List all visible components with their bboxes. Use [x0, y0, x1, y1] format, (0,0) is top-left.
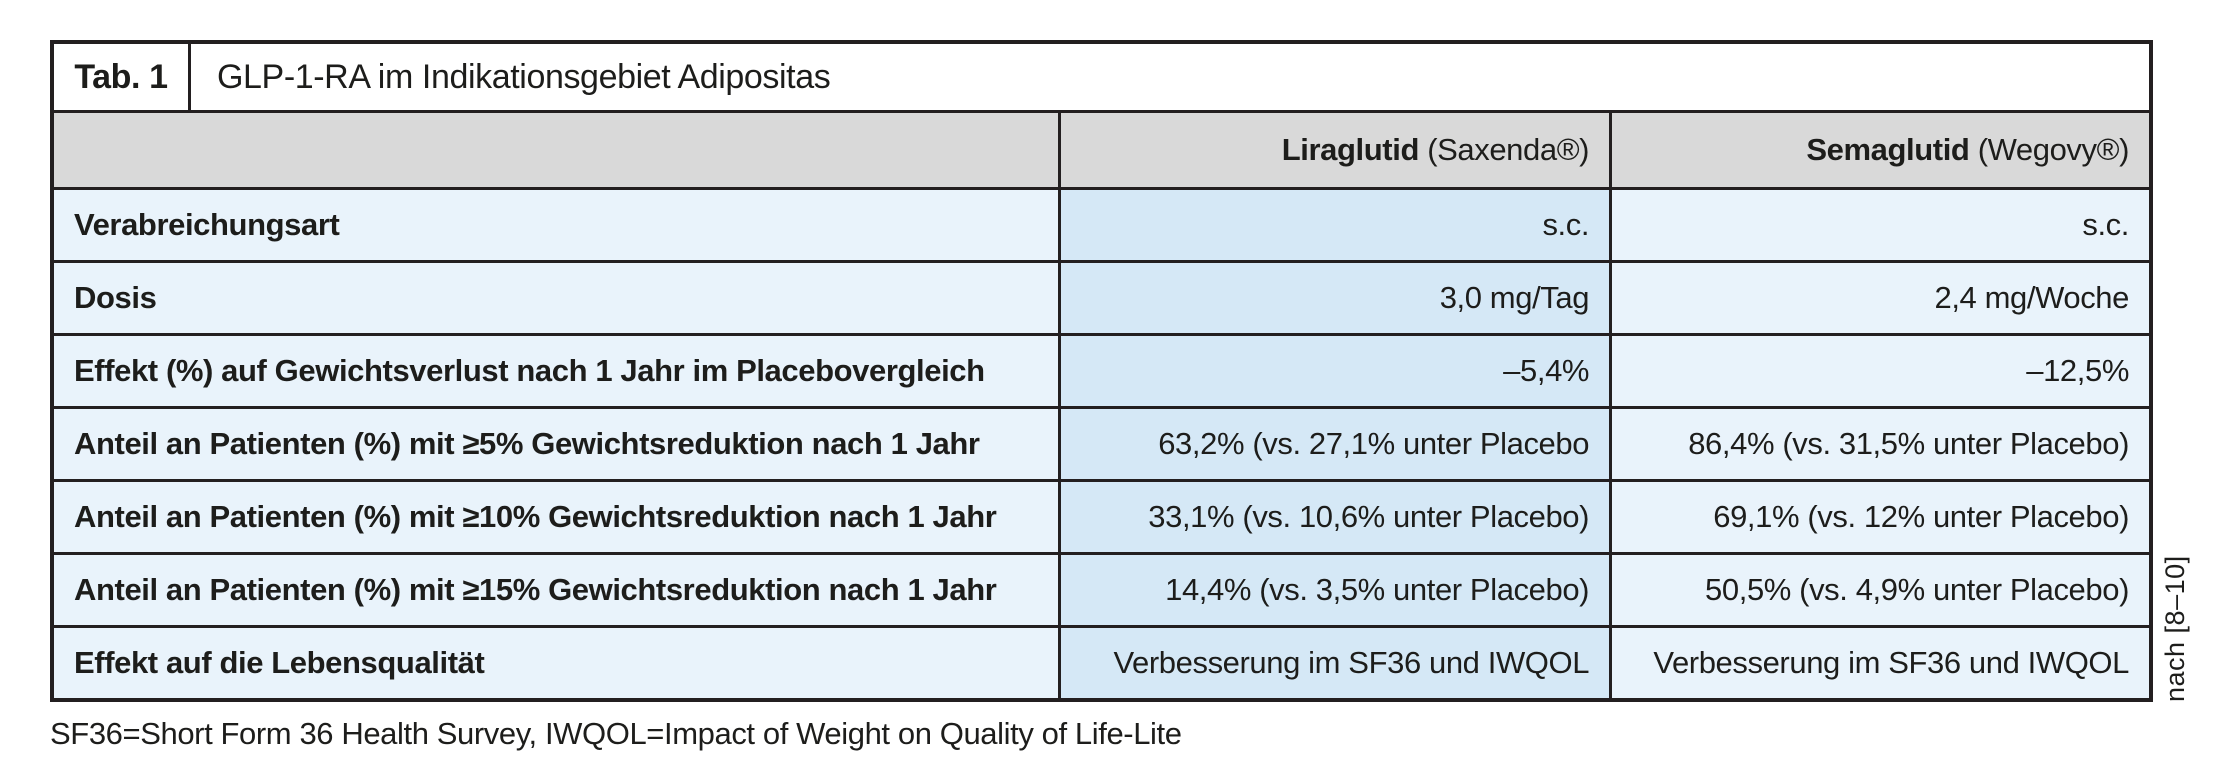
row-label: Dosis [52, 260, 1062, 336]
liraglutid-value: 14,4% (vs. 3,5% unter Placebo) [1058, 552, 1613, 628]
table-title: GLP-1-RA im Indikationsgebiet Adipositas [217, 57, 831, 96]
liraglutid-value: –5,4% [1058, 333, 1613, 409]
semaglutid-value: –12,5% [1609, 333, 2151, 409]
drug-name-liraglutid: Liraglutid [1281, 132, 1420, 167]
table-row: Anteil an Patienten (%) mit ≥10% Gewicht… [52, 479, 2151, 555]
table-row: Dosis 3,0 mg/Tag 2,4 mg/Woche [52, 260, 2151, 336]
row-label: Anteil an Patienten (%) mit ≥5% Gewichts… [52, 406, 1062, 482]
semaglutid-value: Verbesserung im SF36 und IWQOL [1609, 625, 2151, 700]
table-title-row: Tab. 1 GLP-1-RA im Indikationsgebiet Adi… [54, 44, 2149, 113]
row-label: Verabreichungsart [52, 187, 1062, 263]
liraglutid-value: 3,0 mg/Tag [1058, 260, 1613, 336]
table-tag: Tab. 1 [54, 44, 191, 110]
row-label: Effekt (%) auf Gewichtsverlust nach 1 Ja… [52, 333, 1062, 409]
semaglutid-value: 2,4 mg/Woche [1609, 260, 2151, 336]
row-label: Effekt auf die Lebensqualität [52, 625, 1062, 700]
table-row: Anteil an Patienten (%) mit ≥15% Gewicht… [52, 552, 2151, 628]
brand-name-wegovy: (Wegovy®) [1977, 132, 2130, 167]
table-1-frame: Tab. 1 GLP-1-RA im Indikationsgebiet Adi… [50, 40, 2153, 702]
row-label: Anteil an Patienten (%) mit ≥15% Gewicht… [52, 552, 1062, 628]
liraglutid-value: 63,2% (vs. 27,1% unter Placebo [1058, 406, 1613, 482]
liraglutid-value: s.c. [1058, 187, 1613, 263]
column-header-empty [52, 111, 1062, 190]
liraglutid-value: Verbesserung im SF36 und IWQOL [1058, 625, 1613, 700]
semaglutid-value: 69,1% (vs. 12% unter Placebo) [1609, 479, 2151, 555]
source-citation-vertical: nach [8–10] [2160, 555, 2190, 702]
data-table: Liraglutid (Saxenda®) Semaglutid (Wegovy… [52, 111, 2151, 700]
table-row: Anteil an Patienten (%) mit ≥5% Gewichts… [52, 406, 2151, 482]
row-label: Anteil an Patienten (%) mit ≥10% Gewicht… [52, 479, 1062, 555]
table-row: Effekt auf die Lebensqualität Verbesseru… [52, 625, 2151, 700]
semaglutid-value: 50,5% (vs. 4,9% unter Placebo) [1609, 552, 2151, 628]
brand-name-saxenda: (Saxenda®) [1427, 132, 1590, 167]
column-header-liraglutid: Liraglutid (Saxenda®) [1058, 111, 1613, 190]
semaglutid-value: s.c. [1609, 187, 2151, 263]
semaglutid-value: 86,4% (vs. 31,5% unter Placebo) [1609, 406, 2151, 482]
drug-name-semaglutid: Semaglutid [1806, 132, 1970, 167]
table-row: Verabreichungsart s.c. s.c. [52, 187, 2151, 263]
liraglutid-value: 33,1% (vs. 10,6% unter Placebo) [1058, 479, 1613, 555]
table-row: Effekt (%) auf Gewichtsverlust nach 1 Ja… [52, 333, 2151, 409]
header-row: Liraglutid (Saxenda®) Semaglutid (Wegovy… [52, 111, 2151, 190]
column-header-semaglutid: Semaglutid (Wegovy®) [1609, 111, 2151, 190]
abbreviations-footnote: SF36=Short Form 36 Health Survey, IWQOL=… [50, 716, 1182, 751]
